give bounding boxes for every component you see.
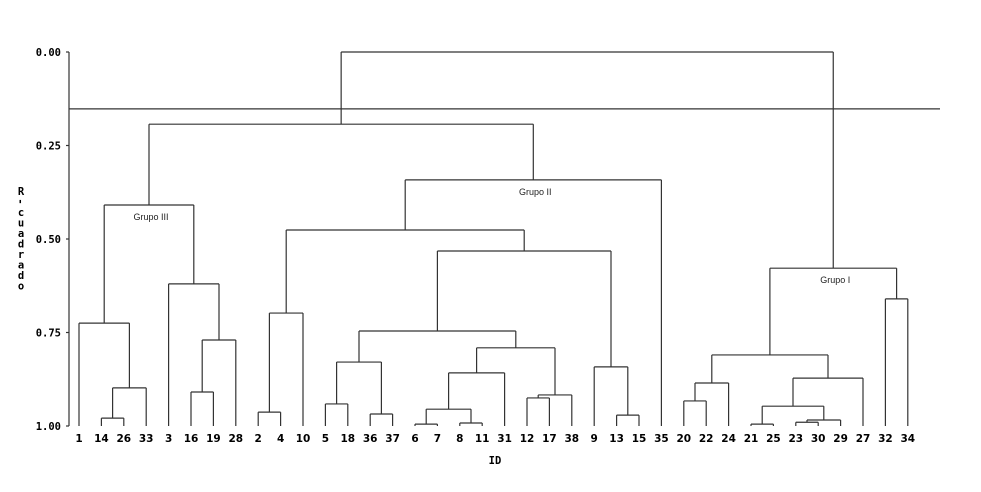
y-axis-label-letter: u [18,218,24,230]
leaf-label-36: 36 [363,433,378,445]
leaf-label-30: 30 [811,433,826,445]
leaf-label-26: 26 [116,433,131,445]
leaf-label-33: 33 [139,433,154,445]
y-axis-label-letter: r [18,249,24,261]
leaf-label-27: 27 [856,433,871,445]
leaf-label-13: 13 [609,433,624,445]
leaf-label-18: 18 [340,433,355,445]
x-axis-label: ID [489,455,502,467]
leaf-label-2: 2 [255,433,262,445]
leaf-label-28: 28 [228,433,243,445]
group-annotations: Grupo III Grupo II Grupo I [133,187,850,285]
leaf-label-10: 10 [296,433,311,445]
leaf-label-9: 9 [591,433,598,445]
y-tick-label: 0.75 [36,328,61,340]
y-axis-label-letter: o [18,281,24,293]
leaf-label-38: 38 [564,433,579,445]
leaf-label-20: 20 [676,433,691,445]
leaf-label-12: 12 [520,433,535,445]
y-axis-label-letter: c [18,207,24,219]
leaf-label-35: 35 [654,433,669,445]
leaf-label-24: 24 [721,433,736,445]
y-axis: 0.00 0.25 0.50 0.75 1.00 [36,47,70,433]
leaf-labels: 1 14 26 33 3 16 19 28 2 4 10 5 18 36 37 6 7 8 11 31 12 17 38 9 1… [75,433,915,445]
y-axis-label-letter: a [18,260,24,272]
leaf-label-31: 31 [497,433,512,445]
y-axis-label-letter: - [14,198,26,204]
leaf-label-1: 1 [75,433,82,445]
leaf-label-15: 15 [632,433,647,445]
leaf-label-6: 6 [411,433,418,445]
y-axis-label-letter: R [18,186,25,198]
group-label: Grupo I [820,275,850,285]
leaf-label-3: 3 [165,433,172,445]
leaf-label-17: 17 [542,433,557,445]
leaf-label-16: 16 [184,433,199,445]
leaf-label-32: 32 [878,433,893,445]
leaf-label-21: 21 [744,433,759,445]
leaf-label-23: 23 [788,433,803,445]
leaf-label-22: 22 [699,433,714,445]
leaf-label-11: 11 [475,433,490,445]
leaf-label-5: 5 [322,433,329,445]
y-tick-label: 0.50 [36,234,61,246]
leaf-label-29: 29 [833,433,848,445]
y-axis-label-letter: a [18,228,24,240]
leaf-label-25: 25 [766,433,781,445]
y-tick-label: 0.00 [36,47,61,59]
leaf-label-34: 34 [900,433,915,445]
group-label: Grupo III [133,212,168,222]
group-label: Grupo II [519,187,552,197]
y-tick-label: 1.00 [36,421,61,433]
y-tick-label: 0.25 [36,141,61,153]
leaf-label-37: 37 [385,433,400,445]
y-axis-label-letter: d [18,270,24,282]
leaf-label-14: 14 [94,433,109,445]
leaf-label-7: 7 [434,433,441,445]
leaf-label-19: 19 [206,433,221,445]
dendrogram-links [69,51,940,426]
y-axis-label-letter: d [18,239,24,251]
leaf-label-4: 4 [277,433,284,445]
leaf-label-8: 8 [456,433,463,445]
